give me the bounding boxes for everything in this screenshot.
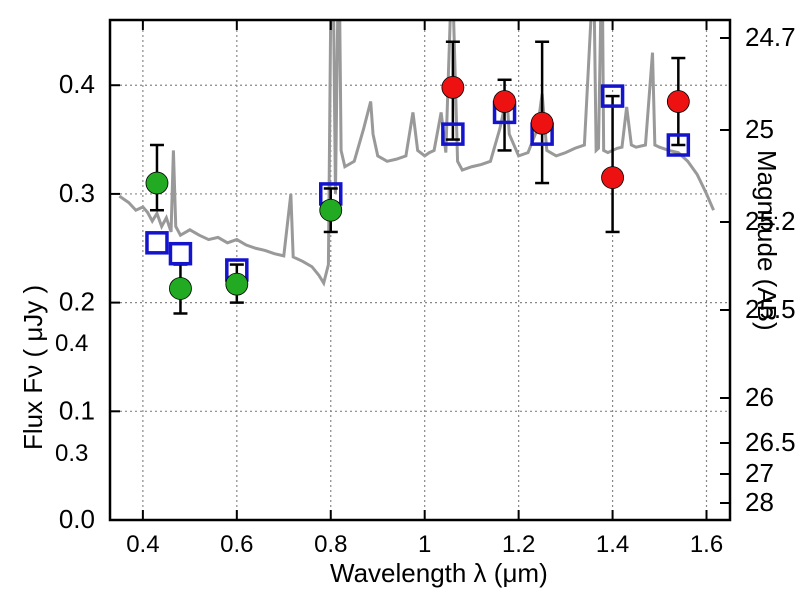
spectrum-chart: 0.4 0.6 0.8 1 1.2 1.4 1.6 0.0 0.1 0.2 0.3 0.4 24.7 25… xyxy=(0,0,800,600)
red-circle-marker-4[interactable] xyxy=(667,91,689,113)
svg-text:1.4: 1.4 xyxy=(596,531,629,558)
green-circle-marker-2[interactable] xyxy=(226,273,248,295)
green-circle-marker-1[interactable] xyxy=(169,277,191,299)
svg-text:0.8: 0.8 xyxy=(314,531,347,558)
svg-text:0.3: 0.3 xyxy=(59,178,95,208)
svg-text:0.0: 0.0 xyxy=(59,504,95,534)
y-axis-label-right: Magnitude (AB) xyxy=(751,150,782,331)
svg-text:24.7: 24.7 xyxy=(745,22,796,52)
y-tick-label-1: 0.3 xyxy=(55,440,88,468)
svg-text:25: 25 xyxy=(745,114,774,144)
svg-text:0.6: 0.6 xyxy=(220,531,253,558)
x-axis-label: Wavelength λ (μm) xyxy=(330,558,548,589)
svg-text:27: 27 xyxy=(745,458,774,488)
red-circle-marker-2[interactable] xyxy=(531,112,553,134)
svg-text:26: 26 xyxy=(745,382,774,412)
svg-text:1: 1 xyxy=(418,531,431,558)
svg-text:0.2: 0.2 xyxy=(59,287,95,317)
green-circle-marker-3[interactable] xyxy=(320,199,342,221)
chart-svg: 0.4 0.6 0.8 1 1.2 1.4 1.6 0.0 0.1 0.2 0.3 0.4 24.7 25… xyxy=(0,0,800,600)
svg-text:1.2: 1.2 xyxy=(502,531,535,558)
svg-text:0.1: 0.1 xyxy=(59,395,95,425)
y-tick-label-0: 0.4 xyxy=(55,330,88,358)
plot-background xyxy=(110,20,730,520)
svg-text:0.4: 0.4 xyxy=(59,69,95,99)
green-circle-marker-0[interactable] xyxy=(146,172,168,194)
svg-text:1.6: 1.6 xyxy=(690,531,723,558)
red-circle-marker-0[interactable] xyxy=(442,76,464,98)
svg-text:0.4: 0.4 xyxy=(126,531,159,558)
svg-text:28: 28 xyxy=(745,487,774,517)
red-circle-marker-1[interactable] xyxy=(494,91,516,113)
y-axis-label-left: Flux Fν ( μJy ) xyxy=(18,285,49,450)
svg-text:26.5: 26.5 xyxy=(745,427,796,457)
red-circle-marker-3[interactable] xyxy=(602,167,624,189)
